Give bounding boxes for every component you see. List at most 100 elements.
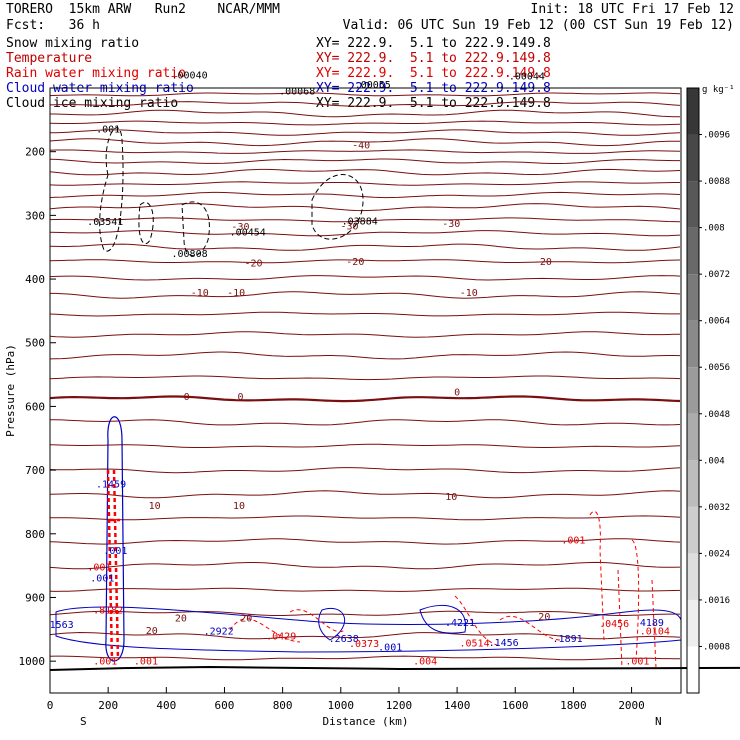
y-tick-label: 800 [25,528,45,541]
temperature-contour [49,138,680,147]
temperature-contour [49,149,681,154]
legend-cloud-ice: Cloud ice mixing ratio [6,96,179,111]
colorbar-segment [687,320,699,368]
contour-label: -10 [227,288,245,299]
contour-label: 1563 [50,620,74,631]
contour-label: .001 [378,642,402,653]
temperature-contour [50,291,681,299]
colorbar-unit: g kg⁻¹ [702,85,735,95]
contour-label: -40 [352,141,370,152]
x-tick-label: 1000 [328,699,355,712]
y-tick-label: 600 [25,400,45,413]
temperature-contour [49,230,681,237]
contour-label: .8182 [93,605,123,616]
cloud-water-contour [419,604,467,634]
contour-layer [49,92,740,671]
contour-labels: -40 -30 -30 -30 -20 -20 -20 -10 -10 -10 0 0 0 10 10 10 2… [50,70,670,667]
colorbar-segment [687,553,699,600]
south-label: S [80,715,87,728]
contour-label: 20 [538,612,550,623]
contour-label: .00044 [509,72,545,83]
rain-contour [589,510,657,669]
contour-label: 0 [237,392,243,403]
y-tick-label: 900 [25,591,45,604]
contour-label: .001 [87,563,111,574]
temperature-contour [49,311,680,317]
colorbar-tick-label: .0008 [703,642,730,652]
contour-label: -30 [442,219,460,230]
colorbar-tick-label: .0016 [703,596,730,606]
temperature-contour [49,259,681,264]
legend-snow: Snow mixing ratio [6,36,140,51]
x-tick-label: 600 [215,699,235,712]
contour-label: .00068 [279,86,315,97]
colorbar-segment [687,134,699,182]
colorbar: .0008 .0016 .0024 .0032 .004 .0048 .0056 .0064.… [686,85,735,694]
contour-label: .0104 [640,626,670,637]
temperature-contour [49,419,681,426]
x-tick-label: 800 [273,699,293,712]
contour-label: 20 [146,626,158,637]
colorbar-tick-label: .0024 [703,549,730,559]
contour-label: .0429 [266,632,296,643]
temperature-contour [49,655,680,661]
contour-label: -30 [231,222,249,233]
colorbar-segment [687,181,699,228]
contour-label: .03884 [342,216,378,227]
contour-label: -20 [346,257,364,268]
ice-contour [181,201,210,257]
x-tick-label: 1400 [444,699,471,712]
init-time: Init: 18 UTC Fri 17 Feb 12 [530,2,735,17]
contour-label: .004 [413,656,437,667]
contour-label: .00055 [355,80,391,91]
y-tick-label: 500 [25,337,45,350]
legend-rain: Rain water mixing ratio [6,66,187,81]
contour-label: .00808 [172,249,208,260]
contour-label: .001 [93,656,117,667]
temperature-contour [49,395,681,403]
temperature-contour [49,120,681,126]
temperature-contour [49,203,681,212]
ice-contour [99,127,124,252]
temperature-contour [49,101,681,107]
temperature-contour [49,217,681,223]
colorbar-tick-label: .0064 [703,317,730,327]
colorbar-tick-label: .0088 [703,177,730,187]
temperature-contour [49,168,681,176]
ice-contour [311,174,364,240]
legend-rain-xy: XY= 222.9. 5.1 to 222.9.149.8 [316,66,551,81]
temperature-contour [49,561,681,570]
colorbar-frame [686,87,700,694]
contour-label: .4221 [445,618,475,629]
y-axis-label: Pressure (hPa) [4,344,17,437]
contour-label: 10 [149,501,161,512]
colorbar-segment [687,646,699,693]
colorbar-segment [687,227,699,275]
contour-label: 20 [175,614,187,625]
temperature-contour [49,538,681,545]
contour-label: .001 [103,546,127,557]
colorbar-segment [687,274,699,321]
contour-label: 4189 [640,618,664,629]
contour-label: .001 [90,574,114,585]
contour-label: .0514 [459,639,489,650]
contour-label: 10 [233,501,245,512]
colorbar-tick-label: .0056 [703,363,730,373]
valid-time: Valid: 06 UTC Sun 19 Feb 12 (00 CST Sun … [342,18,734,33]
temperature-contour [50,109,680,118]
temperature-contour [49,587,681,592]
colorbar-tick-label: .0096 [703,131,730,141]
temperature-contour [49,610,680,616]
contour-label: .001 [561,535,585,546]
rain-contour [229,595,561,647]
contour-label: .2638 [329,634,359,645]
north-label: N [655,715,662,728]
y-tick-label: 300 [25,209,45,222]
contour-label: -10 [460,288,478,299]
x-tick-label: 1200 [386,699,413,712]
temperature-contour [49,275,681,281]
legend-cloud-ice-xy: XY= 222.9. 5.1 to 222.9.149.8 [316,96,551,111]
temperature-contour [49,243,681,251]
x-tick-label: 1600 [502,699,529,712]
